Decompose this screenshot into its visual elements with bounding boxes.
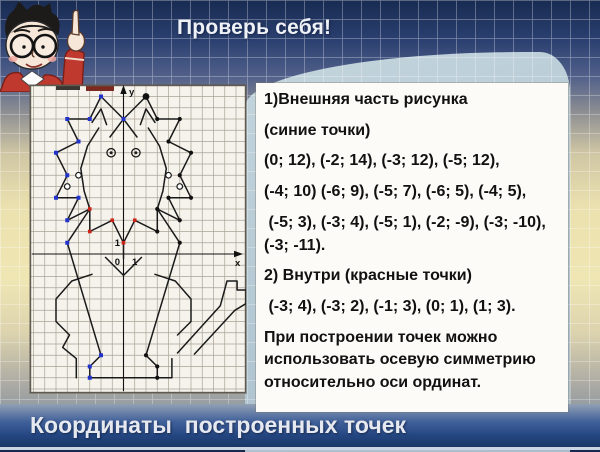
black-point	[188, 195, 194, 200]
figure-stroke-ear-inner-left	[91, 108, 108, 126]
black-point	[155, 206, 160, 212]
figure-stroke-hind-leg-left	[55, 273, 93, 379]
boy-eye-right	[41, 45, 45, 49]
figure-stroke-face-left	[80, 127, 100, 210]
black-point	[155, 229, 160, 234]
black-point	[155, 116, 160, 122]
blue-point	[65, 240, 70, 245]
boy-mouth	[25, 63, 43, 68]
boy-hair-fringe	[10, 24, 56, 34]
figure-stroke-chin	[104, 256, 143, 277]
blue-point	[87, 117, 92, 121]
grid-border	[30, 85, 246, 393]
black-point	[177, 173, 182, 178]
boy-eyebrow-left	[13, 29, 31, 33]
scan-smudge	[86, 85, 114, 91]
boy-glasses-left-lens	[9, 33, 35, 59]
instructions-panel: 1)Внешняя часть рисунка (синие точки) (0…	[256, 83, 568, 412]
blue-point	[65, 218, 70, 223]
coordinates-line: (-4; 10) (-6; 9), (-5; 7), (-6; 5), (-4;…	[264, 183, 527, 201]
blue-point	[99, 94, 103, 99]
instruction-line: 1)Внешняя часть рисунка	[264, 91, 468, 108]
mascot-boy-drawing	[0, 1, 86, 92]
blue-point	[76, 195, 81, 200]
boy-collar	[20, 70, 45, 89]
instruction-line: (синие точки)	[264, 121, 371, 139]
slide-title: Проверь себя!	[177, 16, 332, 39]
boy-eye-left	[22, 45, 26, 49]
figure-stroke-hind-leg-right	[154, 273, 192, 336]
eye-circle	[131, 147, 141, 158]
black-point	[177, 240, 182, 245]
blue-point	[54, 150, 58, 155]
black-point	[188, 150, 194, 155]
boy-cheek-left	[8, 56, 18, 62]
red-point	[110, 218, 115, 223]
x-axis-arrow	[234, 250, 243, 258]
black-point	[177, 116, 182, 122]
black-point	[166, 139, 171, 144]
boy-cuff	[64, 57, 85, 61]
coordinate-grid-svg: у х 0 11	[30, 85, 246, 393]
blue-point	[65, 173, 70, 178]
blue-point	[87, 364, 92, 369]
blue-point	[99, 353, 103, 358]
coordinates-line: (0; 12), (-2; 14), (-3; 12), (-5; 12),	[264, 152, 500, 170]
boy-eyebrow-right	[37, 28, 55, 32]
eye-pupil	[109, 151, 113, 155]
origin-label: 0	[115, 257, 120, 268]
x-axis-label: х	[235, 258, 241, 269]
boy-nose	[31, 50, 35, 58]
red-point	[87, 207, 92, 211]
y-unit-label: 1	[115, 238, 121, 249]
boy-index-finger	[71, 9, 80, 36]
black-point	[143, 353, 149, 358]
boy-cheek-right	[47, 56, 57, 62]
x-unit-label: 1	[132, 257, 138, 268]
red-point	[121, 240, 126, 245]
eye-pupil	[134, 151, 138, 155]
blue-point	[121, 117, 126, 121]
eye-circle	[106, 147, 116, 158]
black-point	[155, 364, 160, 369]
black-point	[166, 195, 171, 200]
instruction-line: При построении точек можно использовать …	[264, 328, 541, 392]
blue-point	[54, 195, 58, 200]
figure-stroke-bottom-paws	[89, 357, 173, 379]
coordinates-line: (-5; 3), (-3; 4), (-5; 1), (-2; -9), (-3…	[264, 213, 551, 254]
instruction-line: 2) Внутри (красные точки)	[264, 267, 472, 285]
y-axis-arrow	[120, 85, 127, 94]
footer-caption: Координаты построенных точек	[30, 412, 407, 438]
big-black-point	[142, 93, 150, 100]
black-point	[155, 375, 160, 380]
blue-point	[87, 375, 92, 380]
figure-stroke-tail	[176, 280, 246, 355]
open-circle-point	[176, 183, 184, 190]
black-point	[177, 218, 182, 223]
figure-stroke-face-right	[147, 127, 168, 210]
y-axis-label: у	[129, 87, 135, 98]
scan-smudge	[56, 85, 80, 90]
red-point	[87, 229, 92, 234]
figure-stroke-ear-inner-right	[139, 108, 156, 126]
mascot-boy	[0, 0, 118, 92]
boy-glasses-right-lens	[32, 33, 58, 59]
blue-point	[76, 139, 81, 144]
open-circle-point	[165, 171, 172, 179]
blue-point	[65, 117, 70, 121]
open-circle-point	[63, 183, 71, 190]
red-point	[132, 218, 137, 223]
open-circle-point	[75, 171, 82, 179]
coordinates-line: (-3; 4), (-3; 2), (-1; 3), (0; 1), (1; 3…	[264, 298, 516, 316]
